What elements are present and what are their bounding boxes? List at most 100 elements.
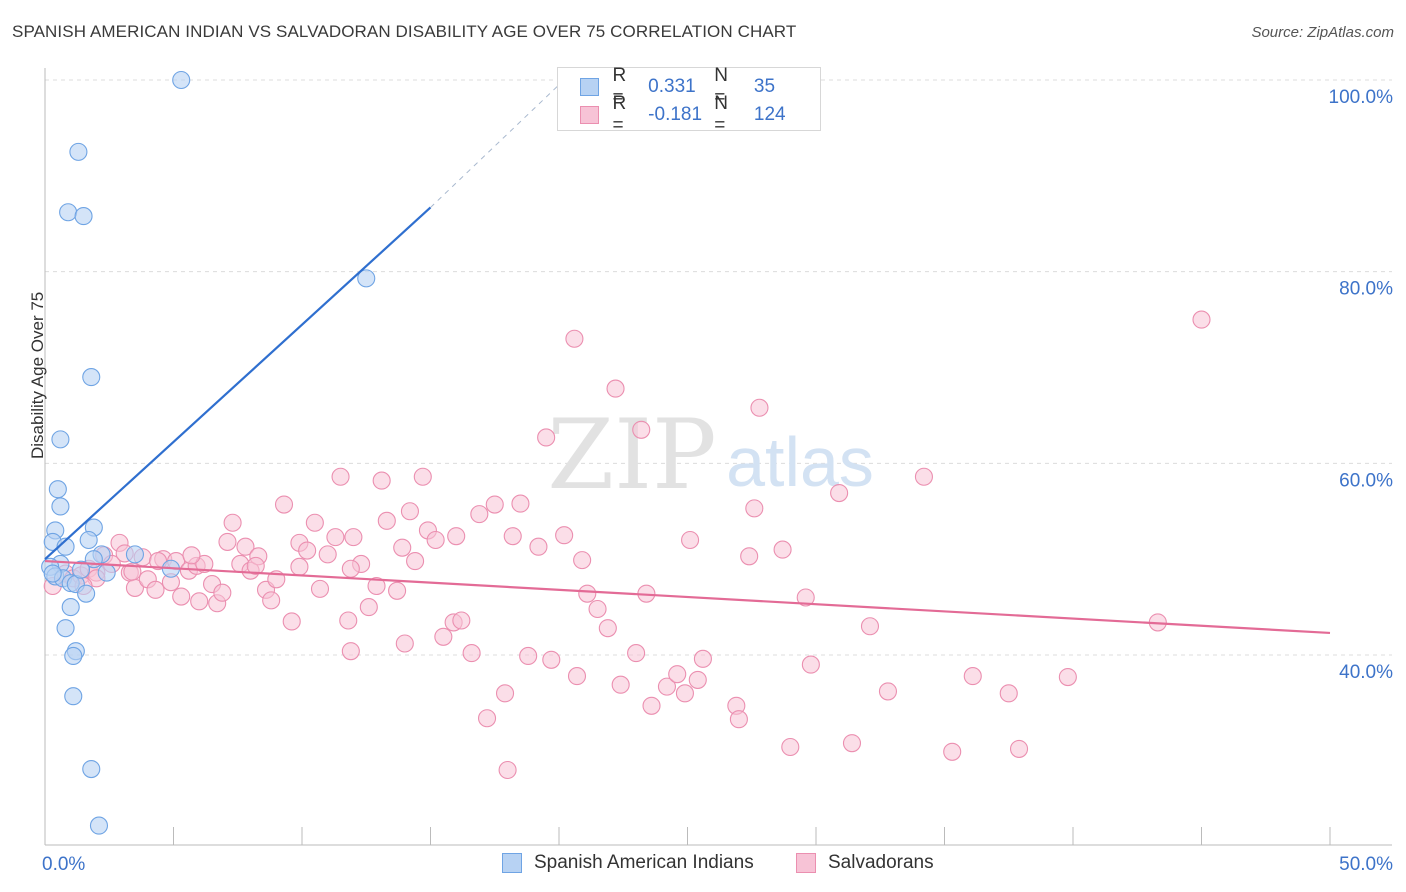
data-point-salvadorans (298, 541, 317, 560)
data-point-salvadorans (537, 428, 556, 447)
legend-label-spanish-american-indians: Spanish American Indians (534, 852, 754, 873)
legend-item-spanish-american-indians[interactable]: Spanish American Indians (502, 852, 754, 874)
data-point-salvadorans (542, 650, 561, 669)
data-point-salvadorans (740, 547, 759, 566)
data-point-salvadorans (282, 612, 301, 631)
legend-swatch-blue (580, 78, 599, 96)
data-point-salvadorans (290, 557, 309, 576)
data-point-salvadorans (434, 627, 453, 646)
data-point-salvadorans (565, 329, 584, 348)
data-point-spanish-american-indians (51, 497, 70, 516)
data-point-salvadorans (511, 494, 530, 513)
data-point-salvadorans (190, 592, 209, 611)
data-point-spanish-american-indians (71, 560, 91, 579)
data-point-salvadorans (693, 649, 712, 668)
data-point-spanish-american-indians (82, 759, 101, 779)
data-point-salvadorans (218, 532, 237, 551)
data-point-spanish-american-indians (125, 545, 144, 564)
data-point-salvadorans (326, 528, 345, 547)
data-point-salvadorans (498, 760, 517, 780)
data-point-salvadorans (372, 471, 391, 490)
data-point-spanish-american-indians (79, 530, 98, 550)
data-point-spanish-american-indians (64, 687, 83, 706)
legend-r-label: R = (612, 65, 627, 108)
x-tick-label: 50.0% (1339, 854, 1393, 875)
data-point-salvadorans (393, 538, 412, 557)
data-point-salvadorans (274, 495, 294, 514)
y-tick-label: 100.0% (1329, 87, 1394, 108)
legend-r-value: 0.331 (648, 76, 696, 97)
trend-line-salvadorans (44, 559, 1331, 635)
legend-swatch-pink (580, 106, 599, 124)
data-point-salvadorans (470, 505, 489, 524)
correlation-legend: R = 0.331 N = 35 R = -0.181 N = 124 (557, 65, 821, 136)
data-point-salvadorans (367, 576, 386, 596)
source-label: Source: ZipAtlas.com (1251, 24, 1394, 41)
data-point-salvadorans (452, 611, 471, 630)
series-legend: Spanish American Indians Salvadorans (0, 852, 1406, 878)
data-point-salvadorans (611, 675, 630, 694)
legend-n-label: N = (714, 93, 728, 136)
data-point-spanish-american-indians (56, 619, 75, 638)
data-point-salvadorans (182, 546, 201, 565)
legend-swatch-blue (502, 853, 522, 873)
data-point-salvadorans (830, 483, 849, 503)
data-point-salvadorans (773, 540, 792, 559)
data-point-salvadorans (668, 665, 687, 684)
data-point-salvadorans (495, 684, 515, 703)
y-tick-label: 80.0% (1339, 279, 1393, 300)
data-point-salvadorans (914, 467, 933, 486)
data-point-salvadorans (1009, 739, 1029, 758)
data-point-salvadorans (318, 545, 337, 564)
data-point-salvadorans (341, 559, 360, 578)
data-point-spanish-american-indians (59, 203, 78, 222)
data-point-spanish-american-indians (61, 598, 80, 617)
data-point-salvadorans (195, 554, 214, 574)
axes (44, 68, 1392, 846)
tick-labels: 40.0% 60.0% 80.0% 100.0% 0.0% 50.0% (42, 87, 1393, 875)
data-point-salvadorans (598, 619, 617, 638)
data-point-salvadorans (860, 617, 880, 636)
data-point-salvadorans (426, 530, 445, 550)
data-point-salvadorans (1058, 667, 1077, 687)
data-point-spanish-american-indians (64, 646, 83, 666)
data-point-salvadorans (519, 646, 538, 666)
data-point-salvadorans (555, 526, 574, 545)
data-point-salvadorans (1192, 310, 1211, 329)
data-point-spanish-american-indians (48, 480, 67, 499)
data-point-salvadorans (750, 398, 769, 417)
data-point-salvadorans (503, 527, 522, 546)
data-point-salvadorans (344, 528, 363, 547)
data-point-salvadorans (172, 587, 191, 606)
legend-n-label: N = (714, 65, 728, 108)
y-tick-label: 40.0% (1339, 662, 1393, 683)
data-point-salvadorans (801, 655, 820, 674)
data-point-salvadorans (123, 562, 142, 581)
legend-item-salvadorans[interactable]: Salvadorans (796, 852, 934, 874)
data-point-salvadorans (395, 634, 414, 653)
data-point-salvadorans (578, 584, 597, 603)
data-point-salvadorans (310, 579, 330, 598)
data-point-salvadorans (842, 734, 862, 753)
data-point-salvadorans (447, 527, 466, 546)
data-point-spanish-american-indians (51, 430, 70, 449)
x-tick-label: 0.0% (42, 854, 85, 875)
data-point-spanish-american-indians (97, 563, 116, 582)
data-point-salvadorans (305, 513, 324, 532)
legend-swatch-pink (796, 853, 816, 873)
data-point-salvadorans (462, 644, 481, 663)
chart-title: SPANISH AMERICAN INDIAN VS SALVADORAN DI… (12, 22, 797, 41)
data-point-salvadorans (688, 670, 707, 689)
data-point-salvadorans (477, 709, 497, 728)
watermark-zip: ZIP (547, 399, 716, 511)
data-point-salvadorans (400, 502, 419, 521)
trend-lines (44, 84, 1331, 635)
data-point-salvadorans (681, 530, 700, 550)
data-point-salvadorans (331, 467, 350, 486)
watermark-atlas: atlas (726, 423, 874, 501)
legend-r-value: -0.181 (648, 104, 703, 125)
data-point-salvadorans (878, 682, 898, 701)
data-point-salvadorans (246, 556, 265, 575)
legend-n-value: 124 (753, 104, 786, 125)
